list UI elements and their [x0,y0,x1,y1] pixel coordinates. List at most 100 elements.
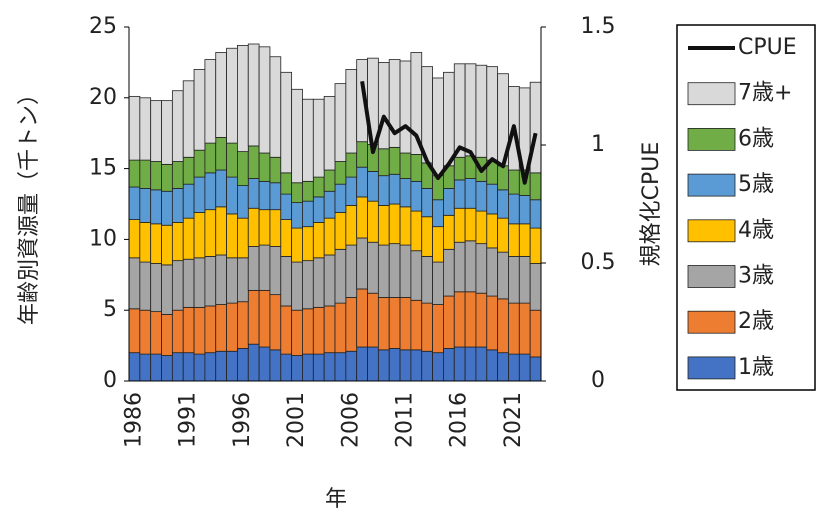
bar [508,193,520,225]
bar [334,248,347,304]
bar [410,250,423,301]
bar [226,350,238,382]
bar [215,169,227,208]
y2-tick-label: 0.5 [581,250,616,275]
bar [204,172,217,211]
bar [193,212,206,259]
bar [367,346,379,382]
bar [399,244,412,298]
bar [258,244,271,291]
bar [399,60,412,154]
bar [443,248,455,297]
bar [215,254,227,305]
bar [139,97,152,161]
legend-label: 1歳 [738,355,774,380]
bar [204,142,217,174]
bar [161,163,173,192]
bar [464,346,477,382]
x-tick-label: 2011 [392,392,417,448]
bar [161,264,173,315]
legend-label: 5歳 [738,172,774,197]
bar [367,200,379,243]
bar [356,346,368,382]
bar [497,352,509,382]
x-tick-label: 2001 [284,392,309,448]
bar [410,349,423,382]
bar [377,205,390,246]
bar [410,210,423,252]
bar [443,295,455,349]
bar [182,183,195,219]
bar [312,222,325,259]
bar [237,301,249,349]
bar [432,77,444,177]
bar [497,189,509,219]
bar [291,182,303,203]
bar [150,263,162,313]
y-tick-label: 10 [89,226,117,251]
bar [508,223,520,257]
bar [269,56,282,158]
bar [302,180,314,202]
bar [171,90,184,162]
bar [323,190,336,219]
y-tick-label: 15 [89,156,117,181]
bar [529,356,542,382]
bar [280,219,293,257]
bar [497,298,509,354]
bar [161,100,173,165]
bar [453,156,466,181]
bar [128,308,141,354]
bar [269,294,282,351]
bar [399,206,412,246]
bar [410,299,423,351]
bar [323,352,336,382]
bar [237,185,249,219]
bar [128,159,141,188]
bar [139,159,152,189]
bar [529,199,542,229]
bar [421,350,433,382]
bar [237,45,249,153]
bar [258,209,271,246]
bar [464,207,477,242]
bar [486,349,499,382]
bar [280,353,293,382]
x-tick-label: 2016 [447,392,472,448]
bar [269,349,282,382]
bar [182,306,195,354]
bar [150,189,162,225]
bar [377,297,390,351]
bar [421,188,433,218]
bar [475,210,488,245]
bar [388,203,401,245]
bar [139,353,152,382]
bar [377,244,390,298]
bar [508,353,520,382]
bar [150,100,162,162]
bar [334,183,347,213]
bar [139,261,152,311]
bar [356,141,368,168]
bar [171,260,184,311]
bar [128,257,141,310]
bar [193,257,206,308]
bar [182,217,195,260]
bar [345,205,358,246]
bar [518,302,531,355]
bar [443,188,455,216]
legend-label: 2歳 [738,309,774,334]
bar [128,219,141,259]
bar [345,152,358,178]
bar [247,43,260,147]
y2-axis-title: 規格化CPUE [639,142,664,267]
bar [302,200,314,228]
bar [432,199,444,228]
bar [237,348,249,382]
bar [345,176,358,206]
bar [139,222,152,263]
bar [367,171,379,202]
legend-swatch [687,127,736,151]
bar [161,314,173,356]
bar [334,302,347,354]
